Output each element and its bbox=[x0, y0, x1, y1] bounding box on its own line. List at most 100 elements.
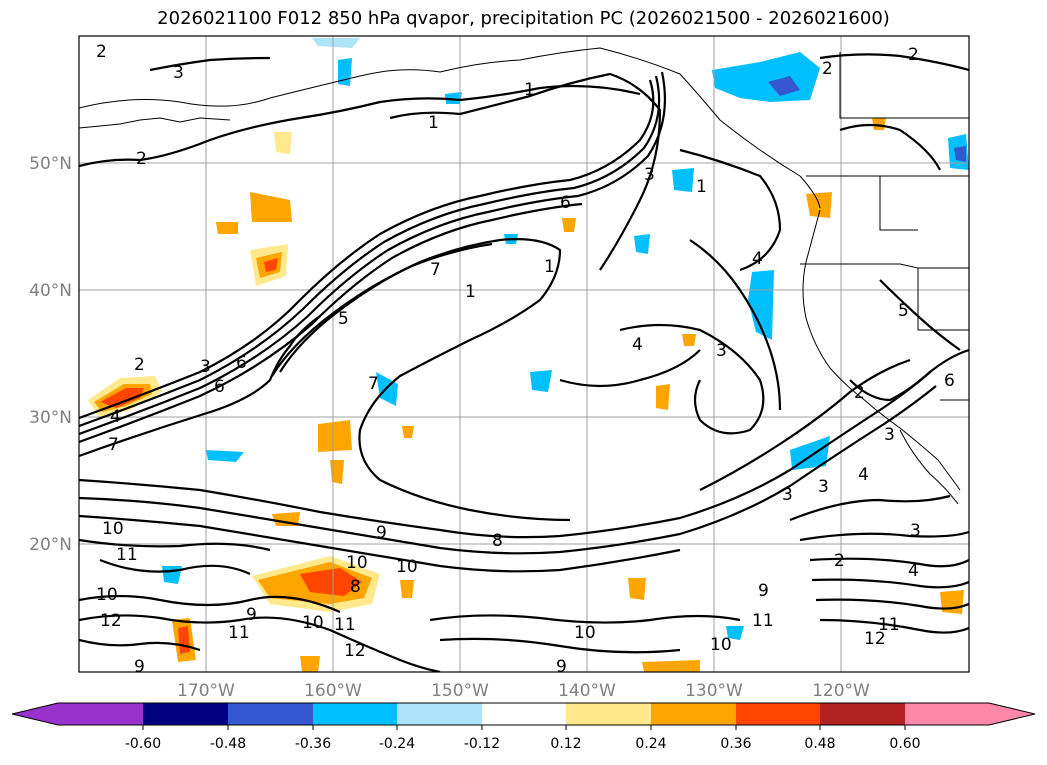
contour-label: 4 bbox=[858, 465, 869, 485]
lat-label-40n: 40°N bbox=[29, 281, 72, 301]
precip-pos-s9 bbox=[628, 578, 646, 600]
contour-label: 6 bbox=[214, 377, 225, 397]
precip-pos-w5 bbox=[274, 132, 292, 154]
contour-label: 5 bbox=[898, 301, 909, 321]
contour-label: 10 bbox=[302, 613, 324, 633]
precip-pos-w2-hot bbox=[264, 258, 278, 272]
colorbar-bin bbox=[905, 703, 989, 725]
precip-neg-n3 bbox=[445, 92, 462, 104]
contour-label: 3 bbox=[818, 477, 829, 497]
contour-label: 10 bbox=[346, 553, 368, 573]
colorbar-tick-label: -0.24 bbox=[379, 736, 415, 752]
precip-pos-s7 bbox=[940, 590, 964, 614]
contour-jet-1 bbox=[79, 79, 655, 420]
contour-2-nw bbox=[79, 84, 641, 168]
contour-label: 3 bbox=[173, 63, 184, 83]
precip-neg-n2 bbox=[312, 38, 360, 48]
colorbar-tick-label: -0.48 bbox=[210, 736, 246, 752]
colorbar-tick-label: 0.12 bbox=[550, 736, 581, 752]
precip-pos-s14 bbox=[402, 426, 414, 438]
contour-label: 9 bbox=[134, 657, 145, 677]
contour-label: 10 bbox=[396, 557, 418, 577]
colorbar-tick-label: 0.60 bbox=[889, 736, 920, 752]
colorbar-bin bbox=[58, 703, 143, 725]
contour-label: 7 bbox=[430, 260, 441, 280]
precip-shading bbox=[88, 38, 969, 672]
colorbar-low-extend bbox=[12, 703, 58, 725]
contour-se-3 bbox=[799, 530, 969, 542]
contour-3-nw bbox=[149, 56, 271, 72]
contour-label: 3 bbox=[910, 521, 921, 541]
colorbar-bin bbox=[566, 703, 651, 725]
contour-1-loop bbox=[389, 72, 662, 271]
colorbar-outline bbox=[11, 702, 1036, 726]
precip-pos-w1-core bbox=[100, 388, 144, 408]
contour-lower-west bbox=[99, 558, 251, 575]
contour-label: 10 bbox=[710, 635, 732, 655]
contour-9 bbox=[79, 385, 937, 555]
precip-pos-s15 bbox=[682, 334, 696, 346]
contour-label: 6 bbox=[236, 353, 247, 373]
state-line-2 bbox=[800, 263, 969, 331]
contour-8 bbox=[79, 371, 931, 539]
contour-label: 7 bbox=[108, 435, 119, 455]
contour-label: 6 bbox=[944, 371, 955, 391]
contour-east-3 bbox=[559, 349, 701, 388]
lat-label-30n: 30°N bbox=[29, 408, 72, 428]
colorbar-bin bbox=[820, 703, 905, 725]
contour-11 bbox=[79, 538, 271, 552]
contour-label: 6 bbox=[560, 193, 571, 213]
contour-label: 2 bbox=[96, 42, 107, 62]
lon-label-150w: 150°W bbox=[431, 681, 489, 701]
contour-label: 11 bbox=[878, 615, 900, 635]
contour-top-right bbox=[839, 123, 941, 171]
colorbar-bin bbox=[651, 703, 736, 725]
precip-pos-s2-core bbox=[178, 626, 190, 654]
lat-label-50n: 50°N bbox=[29, 154, 72, 174]
colorbar-high-extend bbox=[989, 703, 1035, 725]
contour-label: 1 bbox=[428, 113, 439, 133]
state-line-1 bbox=[879, 176, 918, 231]
contour-label: 2 bbox=[822, 59, 833, 79]
precip-neg-c9 bbox=[726, 626, 744, 640]
contour-label: 10 bbox=[574, 623, 596, 643]
contour-east-1 bbox=[689, 239, 782, 411]
contour-se-6 bbox=[815, 598, 969, 610]
contour-label: 2 bbox=[136, 149, 147, 169]
contour-label: 1 bbox=[524, 80, 535, 100]
contour-right-2 bbox=[879, 279, 961, 351]
contour-label: 2 bbox=[854, 383, 865, 403]
contour-label: 1 bbox=[544, 257, 555, 277]
map-title: 2026021100 F012 850 hPa qvapor, precipit… bbox=[157, 8, 890, 29]
colorbar-bin bbox=[313, 703, 397, 725]
contour-label: 3 bbox=[884, 425, 895, 445]
precip-pos-w3 bbox=[250, 192, 292, 222]
lat-axis-labels: 50°N 40°N 30°N 20°N bbox=[29, 154, 72, 555]
precip-neg-c1 bbox=[672, 168, 694, 192]
contour-jet-5 bbox=[79, 315, 321, 458]
colorbar-tick-label: 0.48 bbox=[804, 736, 835, 752]
precip-pos-s16 bbox=[872, 118, 886, 130]
contour-se-7 bbox=[819, 618, 969, 634]
contour-label: 12 bbox=[344, 641, 366, 661]
contour-se-1 bbox=[699, 358, 911, 491]
contour-label: 3 bbox=[200, 357, 211, 377]
lon-label-160w: 160°W bbox=[304, 681, 362, 701]
contour-lower-west-2 bbox=[79, 638, 201, 652]
contour-label: 3 bbox=[644, 165, 655, 185]
precip-pos-s10 bbox=[400, 580, 414, 598]
contour-label: 5 bbox=[338, 309, 349, 329]
contour-label: 2 bbox=[908, 45, 919, 65]
colorbar-bin bbox=[736, 703, 820, 725]
contour-label: 3 bbox=[716, 341, 727, 361]
contour-right-1 bbox=[849, 348, 969, 402]
precip-pos-w4 bbox=[216, 222, 238, 234]
contour-se-2 bbox=[789, 494, 951, 522]
contour-s-10 bbox=[429, 614, 741, 624]
contour-top-right-2 bbox=[819, 53, 969, 72]
colorbar-tick-label: 0.36 bbox=[720, 736, 751, 752]
contour-se-4 bbox=[809, 557, 969, 568]
precip-pos-s3 bbox=[318, 420, 352, 452]
colorbar-ticks bbox=[142, 725, 906, 730]
